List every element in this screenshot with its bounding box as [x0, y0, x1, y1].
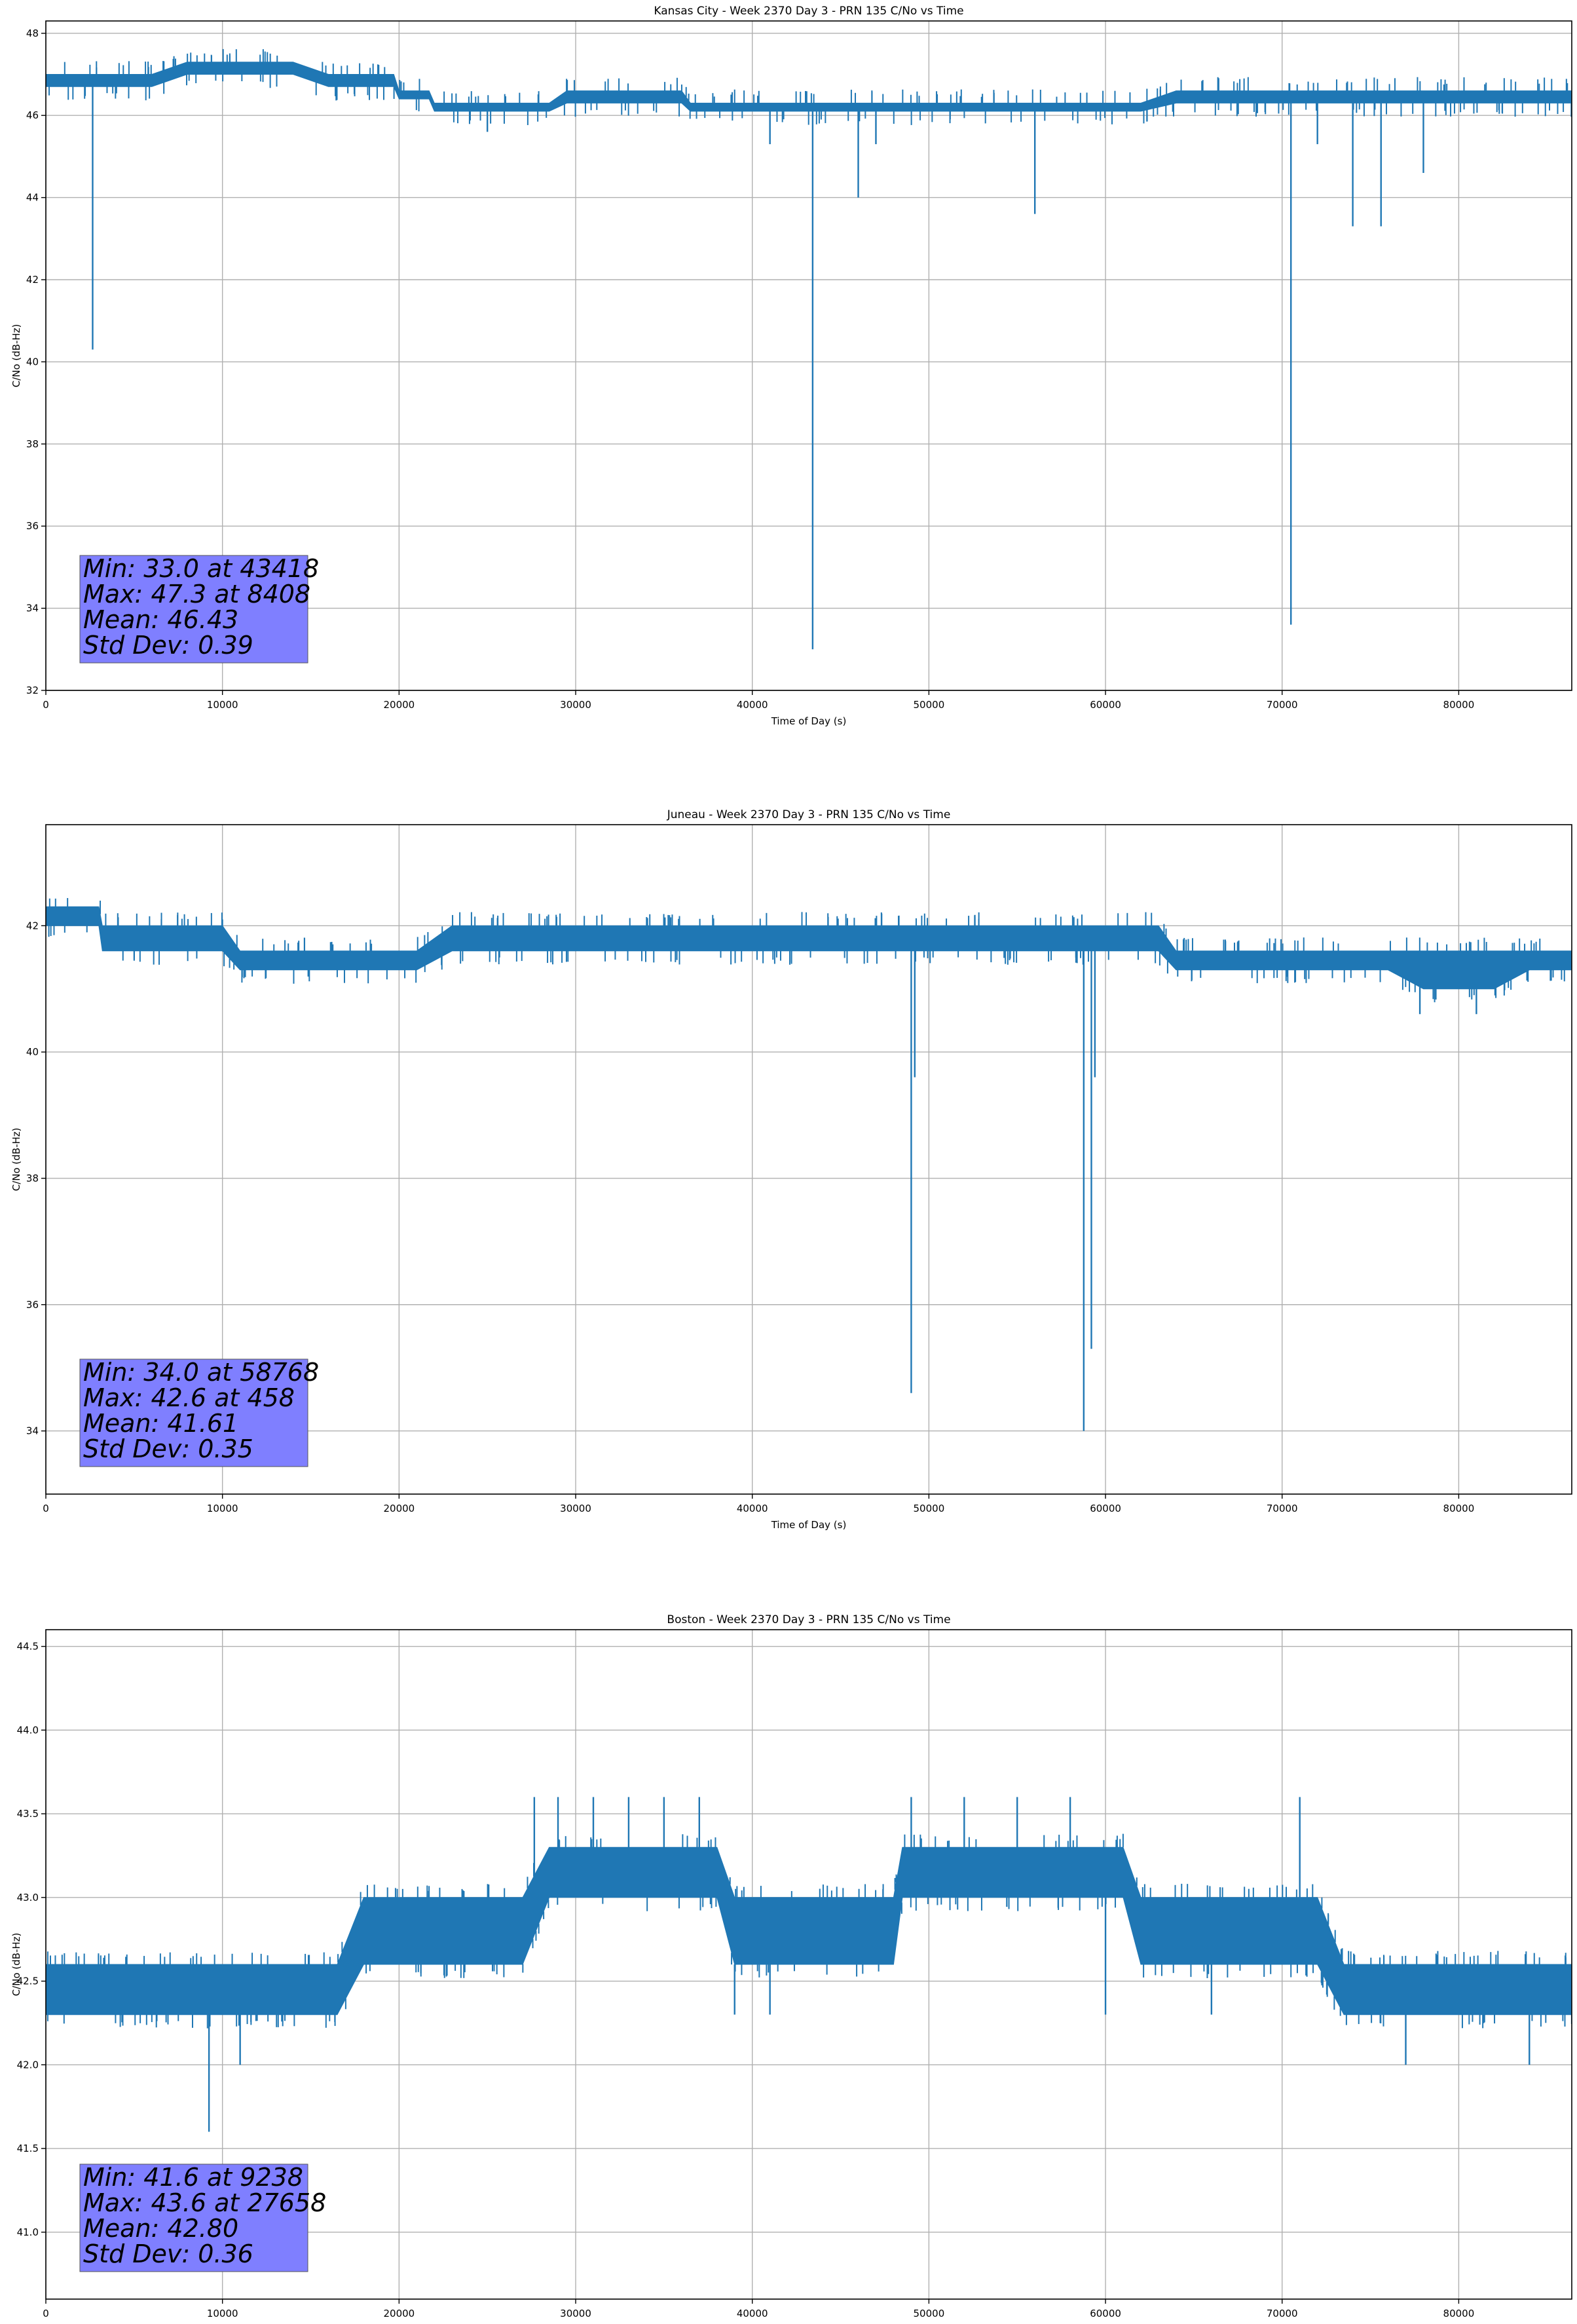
stats-line: Max: 47.3 at 8408 — [83, 580, 310, 609]
y-tick-label: 34 — [26, 1425, 39, 1437]
y-tick-label: 42 — [26, 274, 39, 286]
y-tick-label: 48 — [26, 28, 39, 39]
y-tick-label: 42.5 — [17, 1976, 39, 1987]
x-tick-label: 80000 — [1443, 699, 1475, 711]
y-tick-label: 41.0 — [17, 2226, 39, 2238]
y-tick-label: 36 — [26, 520, 39, 532]
chart-panel: 0 10000 20000 30000 40000 50000 60000 70000 8000… — [10, 1613, 1572, 2319]
stats-line: Std Dev: 0.35 — [83, 1434, 253, 1463]
x-tick-label: 10000 — [207, 1503, 238, 1514]
x-tick-label: 80000 — [1443, 1503, 1475, 1514]
y-tick-label: 44.0 — [17, 1724, 39, 1736]
x-tick-label: 50000 — [914, 699, 945, 711]
x-tick-label: 30000 — [560, 1503, 591, 1514]
x-tick-label: 40000 — [737, 2308, 768, 2319]
y-tick-label: 34 — [26, 603, 39, 614]
y-axis-label: C/No (dB-Hz) — [10, 1933, 22, 1996]
y-tick-label: 42.0 — [17, 2059, 39, 2071]
stats-line: Std Dev: 0.39 — [83, 631, 253, 660]
x-tick-label: 60000 — [1090, 699, 1121, 711]
y-axis-label: C/No (dB-Hz) — [10, 324, 22, 388]
y-tick-label: 46 — [26, 109, 39, 121]
stats-line: Min: 33.0 at 43418 — [83, 554, 319, 583]
chart-title: Juneau - Week 2370 Day 3 - PRN 135 C/No … — [667, 808, 951, 821]
y-tick-label: 36 — [26, 1299, 39, 1311]
x-tick-label: 80000 — [1443, 2308, 1475, 2319]
stats-line: Max: 42.6 at 458 — [83, 1383, 295, 1412]
chart-title: Boston - Week 2370 Day 3 - PRN 135 C/No … — [667, 1613, 950, 1626]
x-tick-label: 0 — [43, 699, 49, 711]
x-tick-label: 60000 — [1090, 2308, 1121, 2319]
stats-box-background — [79, 555, 308, 664]
y-tick-label: 41.5 — [17, 2143, 39, 2154]
y-tick-label: 44.5 — [17, 1641, 39, 1653]
x-tick-label: 20000 — [383, 1503, 415, 1514]
x-tick-label: 40000 — [737, 1503, 768, 1514]
y-tick-label: 42 — [26, 920, 39, 931]
y-tick-label: 43.5 — [17, 1808, 39, 1820]
stats-line: Std Dev: 0.36 — [83, 2240, 253, 2268]
x-tick-label: 20000 — [383, 2308, 415, 2319]
y-tick-label: 38 — [26, 1172, 39, 1184]
x-tick-label: 40000 — [737, 699, 768, 711]
stats-line: Mean: 42.80 — [83, 2214, 238, 2243]
stats-box-background — [79, 2164, 308, 2272]
x-axis-label: Time of Day (s) — [771, 715, 847, 727]
signal-band — [46, 62, 1572, 112]
stats-box-background — [79, 1359, 308, 1467]
y-axis-label: C/No (dB-Hz) — [10, 1128, 22, 1191]
stats-line: Mean: 46.43 — [83, 605, 238, 634]
x-axis-label: Time of Day (s) — [771, 1519, 847, 1531]
data-series — [46, 898, 1572, 1431]
stats-line: Max: 43.6 at 27658 — [83, 2188, 326, 2217]
axes-frame — [45, 824, 1572, 1495]
x-tick-label: 70000 — [1267, 1503, 1298, 1514]
chart-panel: 0 10000 20000 30000 40000 50000 60000 70000 8000… — [10, 808, 1572, 1531]
x-tick-label: 60000 — [1090, 1503, 1121, 1514]
stats-line: Min: 41.6 at 9238 — [83, 2163, 303, 2192]
x-tick-label: 10000 — [207, 699, 238, 711]
x-tick-label: 10000 — [207, 2308, 238, 2319]
x-tick-label: 50000 — [914, 1503, 945, 1514]
y-tick-label: 32 — [26, 684, 39, 696]
y-tick-label: 43.0 — [17, 1892, 39, 1903]
y-tick-label: 44 — [26, 192, 39, 204]
axes-frame — [45, 20, 1572, 691]
y-tick-label: 40 — [26, 1046, 39, 1058]
signal-band — [46, 1846, 1572, 2015]
chart-title: Kansas City - Week 2370 Day 3 - PRN 135 … — [654, 5, 963, 18]
x-tick-label: 30000 — [560, 699, 591, 711]
x-tick-label: 50000 — [914, 2308, 945, 2319]
x-tick-label: 0 — [43, 1503, 49, 1514]
axes-frame — [45, 1629, 1572, 2300]
signal-band — [46, 906, 1572, 990]
x-tick-label: 0 — [43, 2308, 49, 2319]
y-tick-label: 40 — [26, 356, 39, 367]
stats-line: Min: 34.0 at 58768 — [83, 1358, 319, 1387]
x-tick-label: 70000 — [1267, 2308, 1298, 2319]
x-tick-label: 70000 — [1267, 699, 1298, 711]
y-tick-label: 38 — [26, 438, 39, 450]
chart-panel: 0 10000 20000 30000 40000 50000 60000 70000 8000… — [10, 5, 1572, 727]
x-tick-label: 30000 — [560, 2308, 591, 2319]
data-series — [46, 48, 1572, 650]
x-tick-label: 20000 — [383, 699, 415, 711]
stats-line: Mean: 41.61 — [83, 1409, 238, 1438]
data-series — [46, 1797, 1572, 2132]
